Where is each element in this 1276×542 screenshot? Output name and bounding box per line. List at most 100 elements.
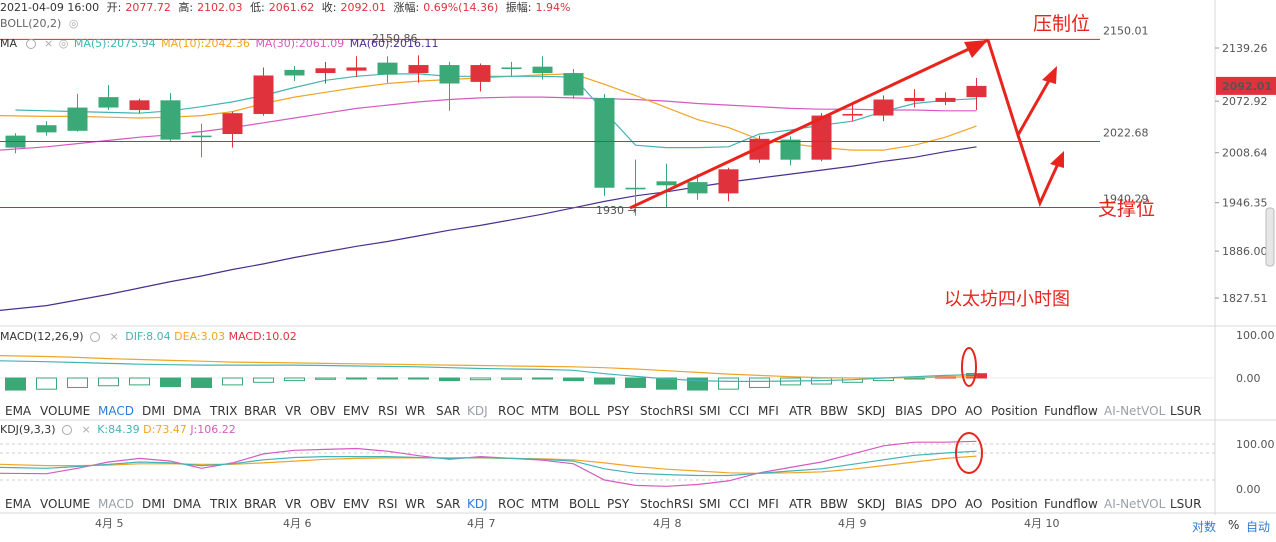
vertical-scrollbar[interactable] [1265, 207, 1275, 267]
tab-dma[interactable]: DMA [173, 497, 201, 511]
kdj-header[interactable]: KDJ(9,3,3) × K:84.39 D:73.47 J:106.22 [0, 423, 236, 436]
tab-position[interactable]: Position [991, 404, 1038, 418]
tab-macd[interactable]: MACD [98, 497, 134, 511]
close-icon[interactable]: × [109, 330, 119, 343]
time-axis-label: 4月 8 [653, 517, 682, 530]
tab-ema[interactable]: EMA [5, 497, 32, 511]
log-scale-button[interactable]: 对数 [1192, 520, 1217, 534]
tab-ema[interactable]: EMA [5, 404, 32, 418]
settings-icon[interactable] [90, 332, 101, 342]
tab-obv[interactable]: OBV [310, 497, 336, 511]
tab-obv[interactable]: OBV [310, 404, 336, 418]
candle-body [780, 139, 801, 160]
candle [811, 113, 832, 162]
tab-volume[interactable]: VOLUME [40, 404, 91, 418]
close-icon[interactable]: × [81, 423, 91, 436]
tab-mfi[interactable]: MFI [758, 497, 779, 511]
tab-roc[interactable]: ROC [498, 404, 525, 418]
tab-cci[interactable]: CCI [729, 497, 750, 511]
change-label: 涨幅: [393, 1, 420, 14]
tab-bias[interactable]: BIAS [895, 404, 923, 418]
macd-histogram-bar [253, 377, 274, 383]
settings-icon[interactable] [25, 39, 36, 49]
tab-boll[interactable]: BOLL [569, 497, 600, 511]
percent-scale-button[interactable]: % [1228, 518, 1240, 532]
boll-indicator-row[interactable]: BOLL(20,2) ◎ [0, 17, 78, 30]
tab-dmi[interactable]: DMI [142, 404, 166, 418]
ma60-value: MA(60):2016.11 [349, 37, 439, 50]
candle-body [656, 181, 677, 186]
eye-icon[interactable]: ◎ [68, 17, 79, 30]
ma-indicator-row[interactable]: MA × ◎ MA(5):2075.94 MA(10):2042.36 MA(3… [0, 37, 441, 50]
tab-kdj[interactable]: KDJ [467, 404, 488, 418]
tab-mtm[interactable]: MTM [531, 404, 560, 418]
tab-smi[interactable]: SMI [699, 497, 721, 511]
time-axis-label: 4月 7 [467, 517, 496, 530]
tab-psy[interactable]: PSY [607, 404, 630, 418]
open-value: 2077.72 [125, 1, 171, 14]
tab-ai-netvol[interactable]: AI-NetVOL [1104, 404, 1166, 418]
candle [160, 93, 181, 143]
tab-dma[interactable]: DMA [173, 404, 201, 418]
tab-dpo[interactable]: DPO [931, 497, 957, 511]
tab-trix[interactable]: TRIX [210, 497, 238, 511]
tab-vr[interactable]: VR [285, 497, 302, 511]
auto-scale-button[interactable]: 自动 [1246, 520, 1271, 534]
tab-roc[interactable]: ROC [498, 497, 525, 511]
tab-stochrsi[interactable]: StochRSI [640, 497, 694, 511]
macd-histogram-bar [563, 377, 584, 382]
tab-atr[interactable]: ATR [789, 497, 812, 511]
tab-rsi[interactable]: RSI [378, 497, 398, 511]
tab-atr[interactable]: ATR [789, 404, 812, 418]
ma10-value: MA(10):2042.36 [161, 37, 250, 50]
tab-fundflow[interactable]: Fundflow [1044, 497, 1098, 511]
time-axis-label: 4月 5 [95, 517, 124, 530]
tab-macd[interactable]: MACD [98, 404, 134, 418]
tab-fundflow[interactable]: Fundflow [1044, 404, 1098, 418]
settings-icon[interactable] [62, 425, 72, 435]
tab-skdj[interactable]: SKDJ [857, 497, 886, 511]
macd-header[interactable]: MACD(12,26,9) × DIF:8.04 DEA:3.03 MACD:1… [0, 330, 297, 343]
tab-sar[interactable]: SAR [436, 497, 461, 511]
price-tick-label: 1827.51 [1222, 292, 1268, 305]
tab-sar[interactable]: SAR [436, 404, 461, 418]
tab-mfi[interactable]: MFI [758, 404, 779, 418]
close-icon[interactable]: × [44, 37, 54, 50]
tab-volume[interactable]: VOLUME [40, 497, 91, 511]
tab-mtm[interactable]: MTM [531, 497, 560, 511]
tab-vr[interactable]: VR [285, 404, 302, 418]
tab-lsur[interactable]: LSUR [1170, 404, 1202, 418]
tab-boll[interactable]: BOLL [569, 404, 600, 418]
tab-rsi[interactable]: RSI [378, 404, 398, 418]
tab-emv[interactable]: EMV [343, 497, 370, 511]
tab-bias[interactable]: BIAS [895, 497, 923, 511]
tab-bbw[interactable]: BBW [820, 497, 848, 511]
tab-dmi[interactable]: DMI [142, 497, 166, 511]
tab-brar[interactable]: BRAR [244, 404, 277, 418]
tab-trix[interactable]: TRIX [210, 404, 238, 418]
tab-ao[interactable]: AO [965, 497, 983, 511]
tab-kdj[interactable]: KDJ [467, 497, 488, 511]
tab-psy[interactable]: PSY [607, 497, 630, 511]
tab-ao[interactable]: AO [965, 404, 983, 418]
tab-smi[interactable]: SMI [699, 404, 721, 418]
tab-cci[interactable]: CCI [729, 404, 750, 418]
candle-body [625, 187, 646, 190]
tab-lsur[interactable]: LSUR [1170, 497, 1202, 511]
tab-ai-netvol[interactable]: AI-NetVOL [1104, 497, 1166, 511]
kdj-j: J:106.22 [190, 423, 236, 436]
macd-histogram-bar [36, 377, 57, 390]
tab-skdj[interactable]: SKDJ [857, 404, 886, 418]
tab-stochrsi[interactable]: StochRSI [640, 404, 694, 418]
tab-emv[interactable]: EMV [343, 404, 370, 418]
price-tick-label: 2139.26 [1222, 42, 1268, 55]
tab-dpo[interactable]: DPO [931, 404, 957, 418]
tab-position[interactable]: Position [991, 497, 1038, 511]
eye-icon[interactable]: ◎ [58, 37, 69, 50]
tab-brar[interactable]: BRAR [244, 497, 277, 511]
tab-wr[interactable]: WR [405, 404, 426, 418]
tab-wr[interactable]: WR [405, 497, 426, 511]
macd-histogram-bar [315, 377, 336, 380]
tab-bbw[interactable]: BBW [820, 404, 848, 418]
